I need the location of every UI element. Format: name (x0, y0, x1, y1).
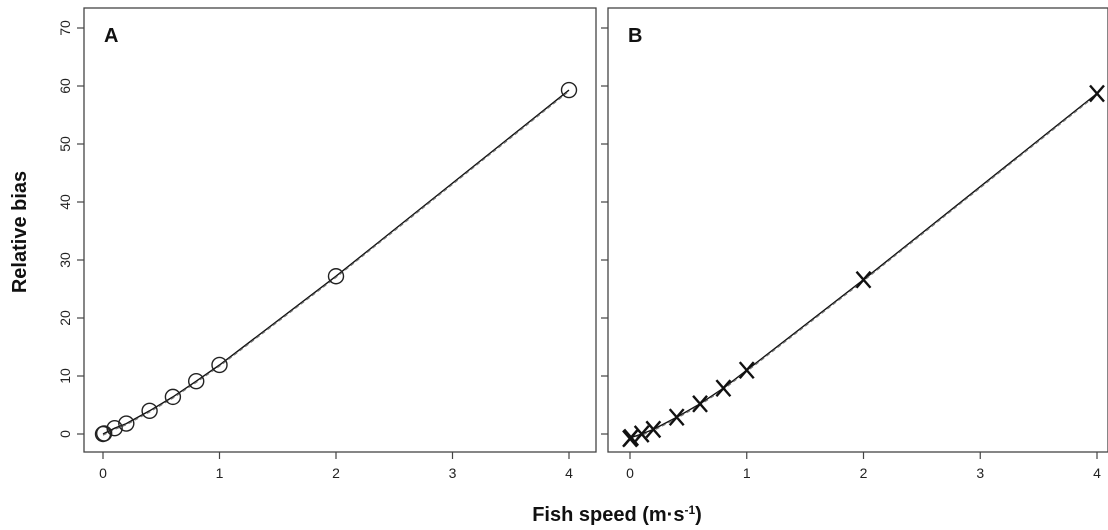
data-point (141, 402, 158, 419)
fit-line-solid (629, 92, 1098, 440)
y-tick-label: 50 (57, 136, 73, 152)
fit-line-dashed (629, 94, 1098, 441)
data-point-stroke (715, 379, 732, 398)
fit-line-dashed (102, 90, 570, 436)
x-tick-label: 1 (743, 465, 751, 481)
data-point (211, 356, 228, 374)
y-tick-label: 0 (57, 430, 73, 438)
plot-frame (607, 7, 1108, 453)
x-axis-title-sup: -1 (684, 503, 695, 517)
data-point-stroke (623, 428, 640, 447)
panel-label: B (628, 25, 642, 47)
data-point-stroke (645, 420, 662, 439)
x-tick-label: 4 (1093, 465, 1101, 481)
fit-line-solid (102, 89, 570, 435)
plot-frame (83, 7, 597, 453)
x-tick-label: 3 (976, 465, 984, 481)
data-point (692, 395, 708, 413)
y-tick-label: 60 (57, 78, 73, 94)
data-point (95, 425, 113, 442)
x-tick-label: 2 (860, 465, 868, 481)
x-axis-title-tail: ) (695, 504, 702, 526)
data-point (187, 373, 205, 390)
data-point (1089, 84, 1105, 103)
x-tick-label: 2 (332, 465, 340, 481)
y-tick-label: 10 (57, 368, 73, 384)
data-point (633, 425, 650, 443)
y-tick-label: 30 (57, 252, 73, 268)
y-tick-label: 20 (57, 310, 73, 326)
y-tick-label: 40 (57, 194, 73, 210)
x-axis-title-main: Fish speed (m·s (532, 504, 684, 526)
data-point-stroke (692, 395, 708, 413)
y-tick-label: 70 (57, 20, 73, 36)
panel-a: 0 10 20 30 40 50 60 70 0 1 2 3 4 A (57, 7, 597, 481)
x-tick-label: 0 (99, 465, 107, 481)
data-point (118, 415, 135, 432)
data-point-stroke (1089, 84, 1105, 103)
data-point (623, 428, 640, 447)
data-point-stroke (668, 408, 685, 427)
panel-label: A (104, 25, 118, 47)
data-point (715, 379, 732, 398)
data-point (645, 420, 662, 439)
x-tick-label: 0 (626, 465, 634, 481)
x-tick-label: 3 (449, 465, 457, 481)
data-point-stroke (738, 361, 755, 380)
data-point-stroke (855, 270, 872, 289)
x-axis-title: Fish speed (m·s-1) (532, 503, 702, 526)
data-point (327, 268, 345, 285)
y-axis-title: Relative bias (9, 171, 31, 293)
data-point (738, 361, 755, 380)
panel-b: 0 1 2 3 4 B (601, 7, 1108, 481)
data-point (855, 270, 872, 289)
data-point (106, 420, 123, 437)
data-point-stroke (633, 425, 650, 443)
data-point (560, 81, 578, 99)
x-tick-label: 1 (216, 465, 224, 481)
data-point (164, 388, 182, 406)
data-point (668, 408, 685, 427)
x-tick-label: 4 (565, 465, 573, 481)
